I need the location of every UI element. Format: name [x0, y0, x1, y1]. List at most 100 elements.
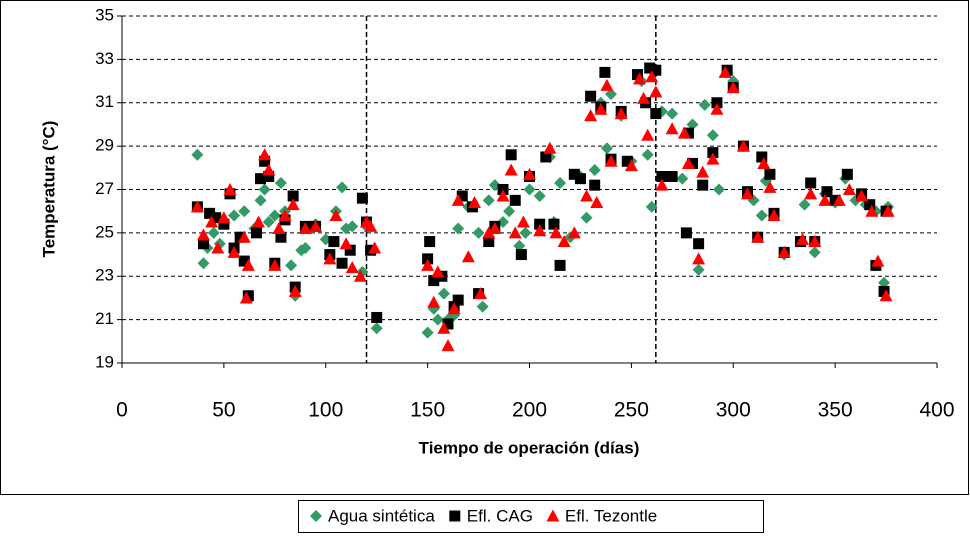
point: [580, 189, 594, 202]
point: [540, 151, 552, 163]
point: [523, 167, 536, 180]
point: [482, 194, 495, 207]
point: [637, 91, 651, 104]
point: [767, 209, 781, 222]
point: [706, 152, 720, 165]
point: [329, 209, 343, 222]
x-tick-label: 0: [116, 399, 128, 422]
point: [841, 168, 853, 180]
point: [808, 235, 822, 248]
point: [656, 170, 668, 182]
point: [649, 85, 663, 98]
point: [323, 252, 337, 265]
x-tick-label: 100: [308, 399, 343, 422]
point: [278, 209, 292, 222]
point: [346, 220, 359, 233]
point: [543, 141, 557, 154]
point: [483, 236, 495, 248]
point: [210, 212, 222, 224]
point: [274, 176, 287, 189]
point: [666, 107, 679, 120]
chart-frame: [0, 0, 969, 495]
point: [516, 215, 530, 228]
point: [624, 159, 638, 172]
point: [645, 70, 659, 83]
y-tick-label: 25: [95, 222, 114, 241]
point: [855, 189, 869, 202]
point: [421, 326, 434, 339]
point: [641, 148, 654, 161]
point: [368, 241, 382, 254]
point: [680, 227, 692, 239]
point: [299, 242, 312, 255]
point: [726, 81, 740, 94]
point: [422, 253, 434, 265]
point: [227, 245, 241, 258]
point: [262, 216, 275, 229]
point: [228, 209, 241, 222]
point: [693, 238, 705, 250]
x-tick-label: 200: [512, 399, 547, 422]
point: [285, 259, 298, 272]
point: [298, 222, 312, 235]
legend-label: Agua sintética: [328, 506, 435, 525]
point: [633, 72, 647, 85]
point: [645, 200, 658, 213]
point: [218, 218, 230, 230]
point: [692, 263, 705, 276]
y-tick-label: 31: [95, 92, 114, 111]
point: [336, 257, 348, 269]
point: [461, 250, 475, 263]
point: [641, 128, 655, 141]
point: [205, 215, 219, 228]
point: [865, 204, 879, 217]
point: [504, 163, 518, 176]
point: [207, 226, 220, 239]
point: [549, 226, 563, 239]
point: [509, 194, 521, 206]
point: [424, 236, 436, 248]
point: [217, 211, 231, 224]
point: [698, 98, 711, 111]
point: [574, 173, 586, 185]
point: [756, 151, 768, 163]
point: [676, 172, 689, 185]
point: [808, 246, 821, 259]
point: [554, 259, 566, 271]
point: [805, 177, 817, 189]
point: [534, 218, 546, 230]
point: [197, 257, 210, 270]
legend-label: Efl. Tezontle: [565, 506, 657, 525]
point: [428, 275, 440, 287]
point: [272, 222, 286, 235]
point: [474, 287, 488, 300]
point: [431, 313, 444, 326]
point: [339, 237, 353, 250]
point: [336, 181, 349, 194]
point: [234, 231, 246, 243]
point: [718, 65, 732, 78]
point: [736, 139, 750, 152]
point: [751, 230, 765, 243]
point: [263, 170, 275, 182]
point: [496, 189, 510, 202]
point: [250, 227, 262, 239]
x-tick-label: 150: [410, 399, 445, 422]
point: [238, 205, 251, 218]
y-tick-label: 19: [95, 352, 114, 371]
point: [211, 241, 225, 254]
point: [777, 245, 791, 258]
point: [600, 142, 613, 155]
point: [427, 295, 441, 308]
point: [523, 183, 536, 196]
y-tick-label: 27: [95, 179, 114, 198]
point: [589, 179, 601, 191]
point: [344, 244, 356, 256]
point: [345, 261, 359, 274]
point: [508, 226, 522, 239]
point: [681, 156, 695, 169]
point: [190, 200, 204, 213]
point: [309, 219, 323, 232]
point: [356, 192, 368, 204]
